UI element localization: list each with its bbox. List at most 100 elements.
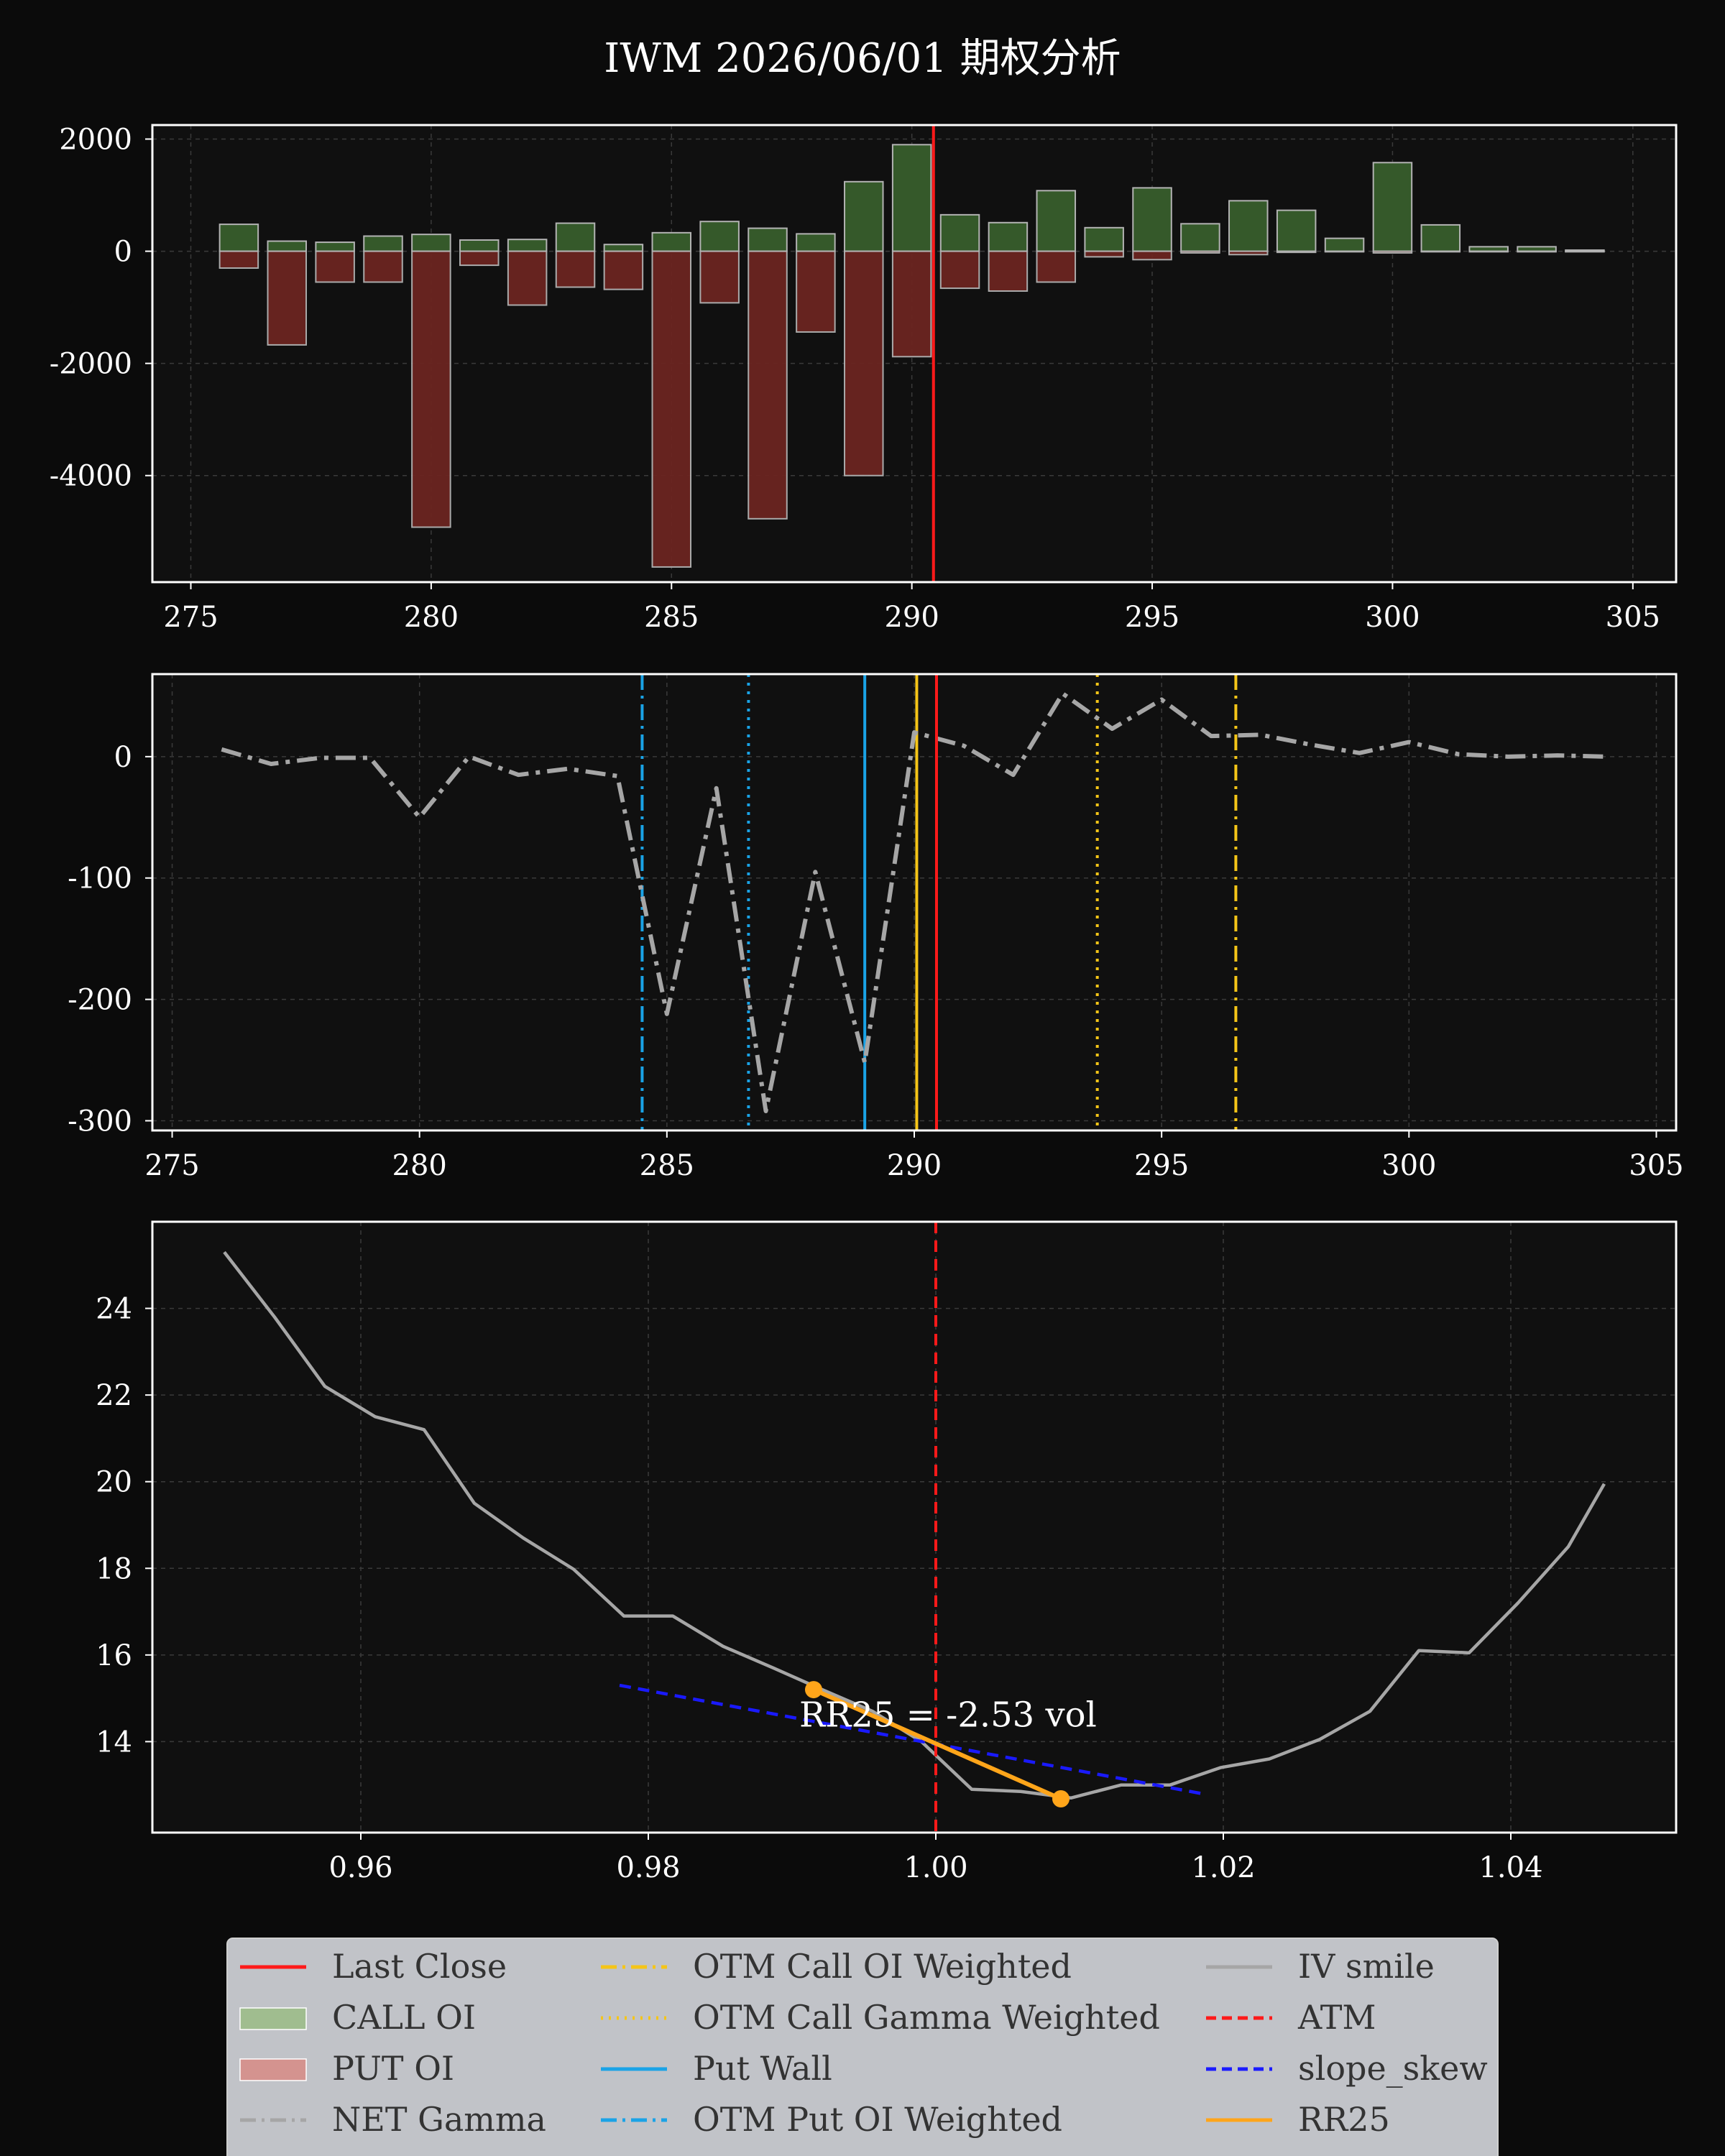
put-oi-bar: [218, 250, 259, 269]
call-oi-bar: [1036, 190, 1077, 252]
x-tick-label: 0.98: [616, 1851, 680, 1884]
put-oi-bar: [507, 250, 548, 306]
rr25-annotation: RR25 = -2.53 vol: [799, 1695, 1097, 1735]
legend-label: slope_skew: [1298, 2049, 1488, 2088]
x-tick-label: 280: [392, 1149, 447, 1182]
legend-label: NET Gamma: [332, 2100, 546, 2139]
call-oi-bar: [891, 144, 932, 252]
put-oi-bar: [796, 250, 836, 333]
call-oi-bar: [651, 231, 692, 252]
call-oi-bar: [1228, 200, 1269, 252]
put-oi-bar: [555, 250, 596, 288]
call-oi-bar: [459, 239, 500, 252]
put-oi-bar: [1228, 250, 1269, 256]
call-oi-bar: [315, 241, 355, 252]
put-oi-bar: [1372, 250, 1413, 254]
put-oi-bar: [459, 250, 500, 267]
x-tick-label: 300: [1381, 1149, 1436, 1182]
net-gamma-line: [221, 691, 1607, 1113]
y-tick-label: -200: [68, 984, 132, 1017]
legend-label: CALL OI: [332, 1998, 476, 2037]
rr25-point: [1052, 1789, 1070, 1807]
call-oi-bar: [1276, 209, 1317, 252]
gamma-chart: 275 280 285 290 295 300 305 0 -100 -200 -300: [68, 673, 1684, 1182]
legend: Last Close CALL OI PUT OI NET Gamma OTM Call…: [226, 1938, 1499, 2156]
legend-label: Put Wall: [693, 2049, 832, 2088]
call-oi-bar: [939, 213, 980, 252]
call-oi-bar: [844, 180, 884, 252]
call-oi-bar: [988, 221, 1029, 252]
y-tick-label: -4000: [50, 460, 132, 493]
legend-label: OTM Call OI Weighted: [693, 1947, 1072, 1986]
put-oi-bar: [1180, 250, 1220, 254]
call-oi-bar: [218, 224, 259, 252]
call-oi-bar: [796, 233, 836, 252]
call-oi-bar: [555, 222, 596, 252]
x-tick-label: 285: [644, 601, 699, 634]
y-tick-label: 16: [96, 1639, 132, 1672]
put-oi-bar: [748, 250, 788, 520]
axes-frame: [151, 124, 1678, 584]
x-tick-label: 295: [1134, 1149, 1189, 1182]
y-tick-label: 2000: [59, 124, 132, 157]
y-tick-label: 22: [96, 1379, 132, 1412]
put-oi-bar: [267, 250, 308, 346]
legend-label: RR25: [1298, 2100, 1390, 2139]
put-oi-bar: [603, 250, 644, 290]
legend-label: OTM Put OI Weighted: [693, 2100, 1062, 2139]
y-tick-label: 24: [96, 1293, 132, 1326]
call-oi-bar: [603, 244, 644, 252]
x-tick-label: 290: [887, 1149, 942, 1182]
x-tick-label: 280: [404, 601, 459, 634]
x-tick-label: 1.02: [1191, 1851, 1255, 1884]
rr25-point: [805, 1681, 822, 1699]
legend-label: OTM Call Gamma Weighted: [693, 1998, 1160, 2037]
put-oi-bar: [1132, 250, 1172, 261]
call-oi-bar: [699, 221, 740, 252]
x-tick-label: 1.04: [1478, 1851, 1542, 1884]
legend-label: IV smile: [1298, 1947, 1435, 1986]
call-oi-bar: [1324, 237, 1365, 252]
call-oi-bar: [411, 234, 451, 252]
slope-skew-line: [619, 1683, 1202, 1795]
call-oi-bar: [1372, 162, 1413, 252]
x-tick-label: 275: [163, 601, 218, 634]
y-tick-label: -2000: [50, 348, 132, 381]
y-tick-label: 0: [114, 741, 132, 774]
iv-chart: 0.96 0.98 1.00 1.02 1.04 14 16 18 20 22 24 RR25 = -…: [96, 1220, 1678, 1884]
y-tick-label: -300: [68, 1105, 132, 1138]
legend-patch: [239, 2007, 307, 2030]
axes-frame: [151, 1220, 1678, 1834]
figure-title: IWM 2026/06/01 期权分析: [604, 35, 1121, 82]
put-oi-bar: [651, 250, 692, 568]
legend-box: [226, 1938, 1499, 2156]
legend-label: Last Close: [332, 1947, 507, 1986]
x-tick-label: 0.96: [328, 1851, 392, 1884]
x-tick-label: 285: [640, 1149, 694, 1182]
put-oi-bar: [891, 250, 932, 358]
legend-patch: [239, 2058, 307, 2081]
x-tick-label: 1.00: [903, 1851, 967, 1884]
put-oi-bar: [315, 250, 355, 283]
call-oi-bar: [267, 240, 308, 252]
put-oi-bar: [939, 250, 980, 290]
call-oi-bar: [507, 239, 548, 252]
call-oi-bar: [1180, 223, 1220, 252]
x-tick-label: 305: [1629, 1149, 1683, 1182]
put-oi-bar: [1036, 250, 1077, 283]
put-oi-bar: [844, 250, 884, 476]
call-oi-bar: [363, 235, 403, 252]
put-oi-bar: [411, 250, 451, 528]
y-tick-label: 18: [96, 1552, 132, 1585]
y-tick-label: 20: [96, 1466, 132, 1499]
axes-frame: [151, 673, 1678, 1132]
plot-area: [152, 1222, 1676, 1833]
legend-label: PUT OI: [332, 2049, 454, 2088]
call-oi-bar: [1132, 187, 1172, 252]
y-tick-label: 0: [114, 236, 132, 269]
put-oi-bar: [988, 250, 1029, 292]
put-oi-bar: [1084, 250, 1124, 258]
legend-label: ATM: [1297, 1998, 1376, 2037]
x-tick-label: 290: [884, 601, 939, 634]
